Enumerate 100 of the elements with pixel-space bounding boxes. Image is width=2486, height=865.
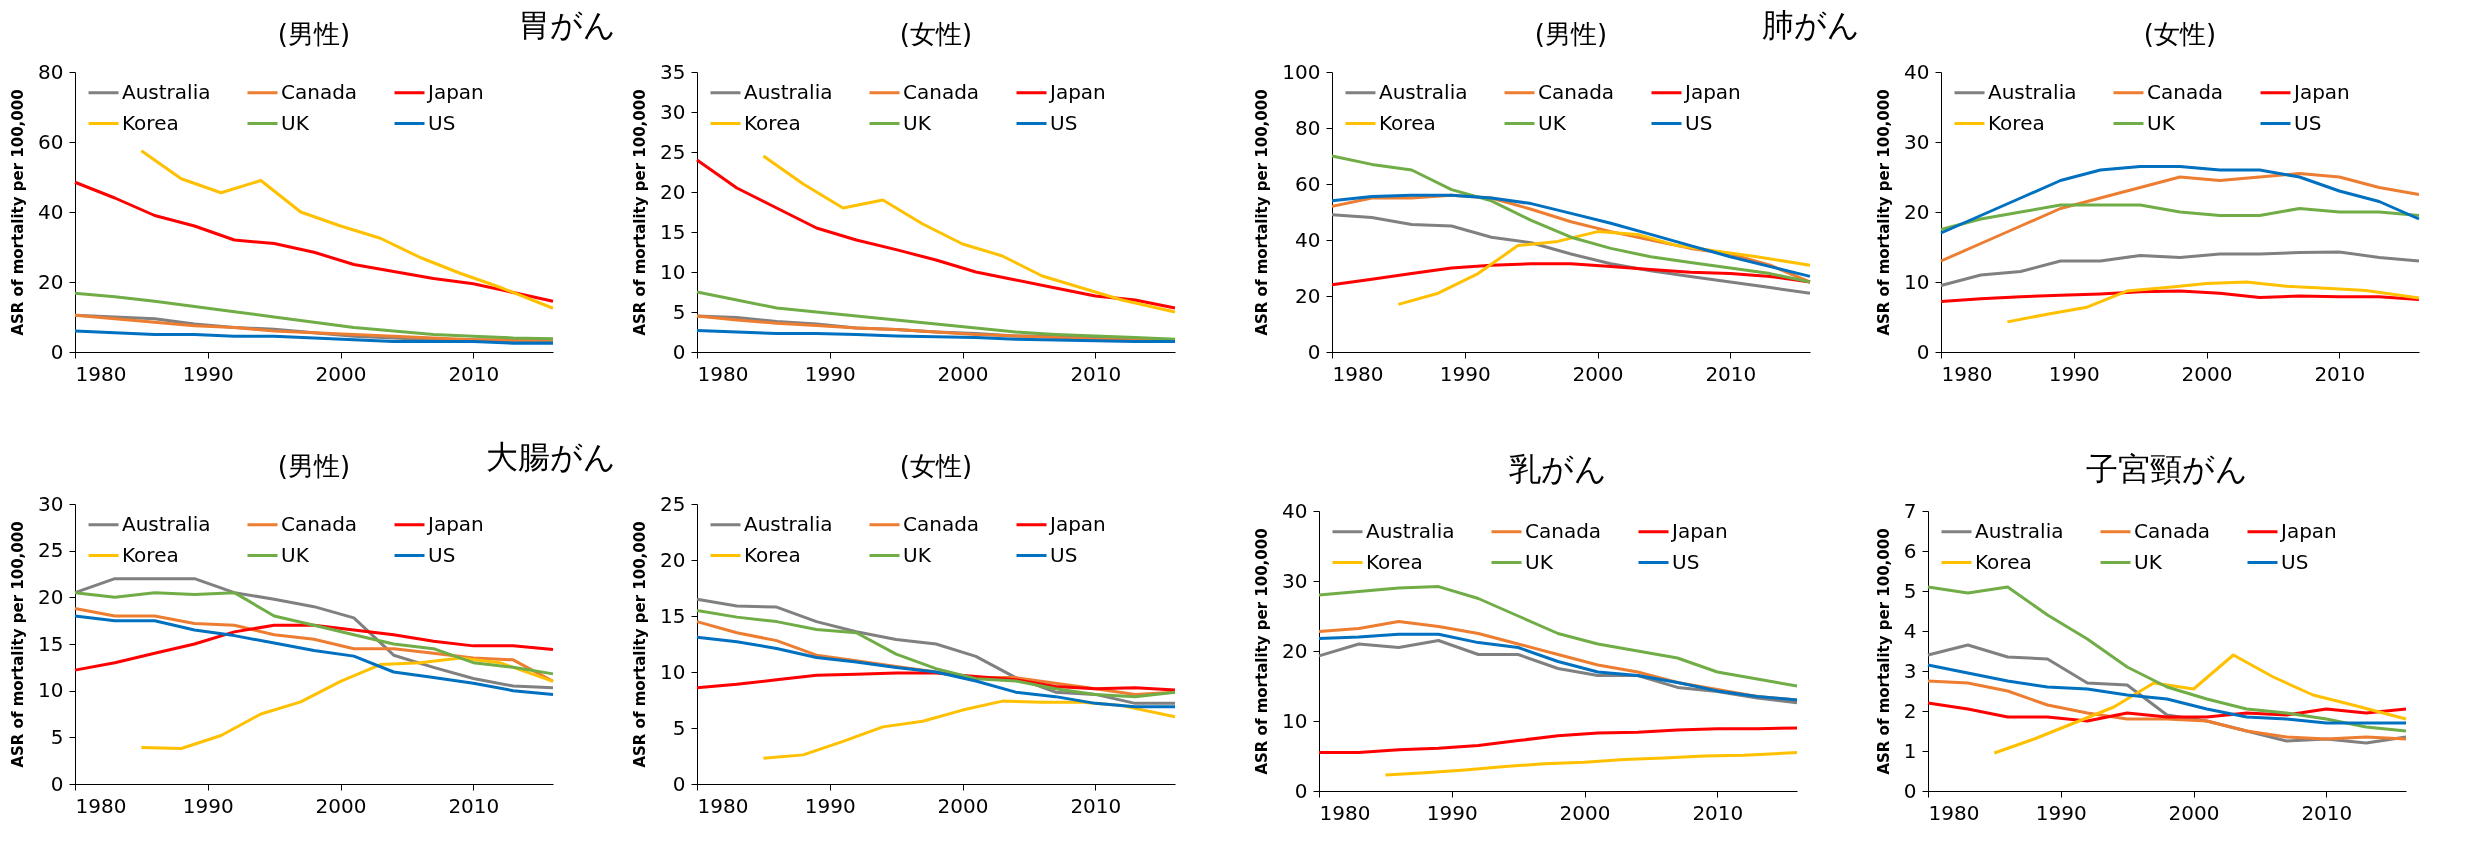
chart-title: 肺がん (1762, 5, 1860, 46)
line-series (1939, 165, 2421, 235)
y-tick-label: 0 (1903, 778, 1917, 803)
y-tick-label: 20 (1282, 638, 1308, 663)
legend-label: Korea (1975, 549, 2032, 574)
x-tick-label: 2000 (315, 361, 367, 386)
legend-label: Japan (1683, 79, 1741, 104)
legend-label: Australia (744, 79, 833, 104)
x-tick-label: 1990 (182, 361, 234, 386)
y-tick-label: 60 (1295, 171, 1321, 196)
y-tick-label: 40 (1282, 498, 1308, 523)
y-axis-title: ASR of mortality per 100,000 (1253, 528, 1272, 775)
x-tick-label: 2000 (2168, 800, 2220, 825)
y-tick-label: 3 (1903, 658, 1917, 683)
x-tick-label: 2000 (2181, 361, 2233, 386)
y-tick-label: 40 (1295, 227, 1321, 252)
y-tick-label: 20 (660, 179, 686, 204)
legend-label: Korea (1379, 110, 1436, 135)
legend-label: US (1685, 110, 1713, 135)
y-tick-label: 40 (38, 199, 64, 224)
y-axis-title: ASR of mortality per 100,000 (1875, 89, 1894, 336)
y-tick-label: 5 (672, 715, 686, 740)
legend-label: US (2281, 549, 2309, 574)
x-tick-label: 1990 (2048, 361, 2100, 386)
x-tick-label: 1980 (1332, 361, 1384, 386)
y-tick-label: 0 (1916, 339, 1930, 364)
legend-label: Australia (122, 79, 211, 104)
line-series (1330, 213, 1812, 295)
x-tick-label: 1980 (1319, 800, 1371, 825)
x-tick-label: 2010 (448, 793, 500, 818)
legend-label: UK (903, 110, 932, 135)
x-tick-label: 2000 (315, 793, 367, 818)
line-series (139, 656, 555, 751)
y-tick-label: 20 (1904, 199, 1930, 224)
x-tick-label: 2010 (1070, 361, 1122, 386)
legend-label: Canada (903, 511, 980, 536)
y-tick-label: 5 (672, 299, 686, 324)
y-axis-title: ASR of mortality per 100,000 (1874, 528, 1893, 775)
x-tick-label: 1980 (75, 361, 127, 386)
y-tick-label: 35 (660, 59, 686, 84)
x-tick-label: 1990 (804, 361, 856, 386)
line-series (73, 180, 555, 303)
legend-label: Canada (1538, 79, 1615, 104)
y-tick-label: 15 (660, 603, 686, 628)
x-tick-label: 1990 (2035, 800, 2087, 825)
legend-label: Korea (744, 542, 801, 567)
x-tick-label: 2010 (1692, 800, 1744, 825)
y-tick-label: 1 (1903, 738, 1917, 763)
legend-label: US (1050, 542, 1078, 567)
chart-subtitle: (女性) (899, 451, 973, 481)
y-tick-label: 20 (38, 269, 64, 294)
y-tick-label: 100 (1282, 59, 1321, 84)
y-tick-label: 6 (1903, 538, 1917, 563)
x-tick-label: 2010 (1705, 361, 1757, 386)
x-tick-label: 1990 (804, 793, 856, 818)
x-tick-label: 1980 (1941, 361, 1993, 386)
line-series (695, 290, 1177, 341)
line-series (1939, 250, 2421, 287)
legend-label: Australia (122, 511, 211, 536)
line-series (73, 329, 555, 345)
line-series (1926, 663, 2408, 725)
chart-subtitle: (女性) (899, 19, 973, 49)
legend-label: UK (1538, 110, 1567, 135)
line-series (695, 158, 1177, 310)
legend-label: Canada (2134, 518, 2211, 543)
line-series (1926, 679, 2408, 741)
y-tick-label: 15 (38, 631, 64, 656)
y-tick-label: 10 (1904, 269, 1930, 294)
y-tick-label: 40 (1904, 59, 1930, 84)
legend-label: Japan (1048, 79, 1106, 104)
chart-title: 大腸がん (486, 437, 616, 478)
legend-label: Australia (1379, 79, 1468, 104)
y-tick-label: 60 (38, 129, 64, 154)
legend-label: Canada (2147, 79, 2224, 104)
legend-label: Korea (122, 542, 179, 567)
legend-label: US (1050, 110, 1078, 135)
line-series (1383, 751, 1799, 777)
legend-label: Australia (1988, 79, 2077, 104)
x-tick-label: 2010 (448, 361, 500, 386)
y-tick-label: 10 (1282, 708, 1308, 733)
x-tick-label: 2000 (937, 793, 989, 818)
line-series (1926, 701, 2408, 723)
legend-label: Korea (744, 110, 801, 135)
y-tick-label: 0 (672, 339, 686, 364)
y-axis-title: ASR of mortality per 100,000 (9, 521, 28, 768)
line-series (1317, 585, 1799, 688)
y-tick-label: 15 (660, 219, 686, 244)
y-tick-label: 10 (660, 259, 686, 284)
line-series (1939, 203, 2421, 231)
y-tick-label: 20 (1295, 283, 1321, 308)
x-tick-label: 2000 (937, 361, 989, 386)
legend-label: US (1672, 549, 1700, 574)
legend-label: US (2294, 110, 2322, 135)
y-tick-label: 30 (38, 491, 64, 516)
line-series (2005, 280, 2421, 324)
line-series (73, 623, 555, 672)
line-series (1939, 172, 2421, 263)
line-series (73, 614, 555, 696)
legend-label: UK (903, 542, 932, 567)
y-tick-label: 10 (38, 678, 64, 703)
